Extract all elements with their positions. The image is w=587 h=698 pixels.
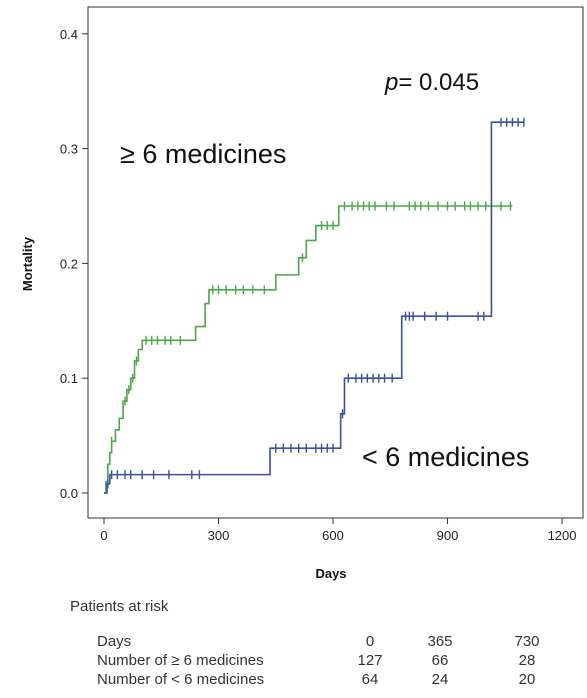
- risk-row-high: Number of ≥ 6 medicines 127 66 28: [0, 652, 587, 672]
- risk-cell: 365: [427, 633, 453, 650]
- y-axis-title: Mortality: [20, 236, 35, 291]
- group-high-label: ≥ 6 medicines: [120, 139, 286, 169]
- x-tick-label: 0: [100, 528, 107, 543]
- risk-cell: 66: [431, 652, 449, 669]
- risk-table-title: Patients at risk: [70, 598, 169, 615]
- curves: [104, 121, 524, 494]
- y-tick-label: 0.2: [60, 256, 78, 271]
- p-symbol: p: [384, 69, 398, 96]
- risk-cell: 20: [518, 671, 536, 688]
- risk-row-days: Days 0 365 730: [0, 633, 587, 653]
- group-low-label: < 6 medicines: [362, 442, 529, 472]
- risk-cell: 730: [514, 633, 540, 650]
- risk-row-label: Number of < 6 medicines: [97, 671, 265, 688]
- km-curve-low: [104, 121, 524, 494]
- p-value: = 0.045: [398, 69, 479, 96]
- risk-cell: 127: [357, 652, 383, 669]
- p-value-annotation: p= 0.045: [384, 69, 479, 96]
- y-tick-label: 0.1: [60, 371, 78, 386]
- risk-cell: 0: [365, 633, 375, 650]
- risk-row-label: Days: [97, 633, 132, 650]
- risk-row-label: Number of ≥ 6 medicines: [97, 652, 264, 669]
- risk-cell: 28: [518, 652, 536, 669]
- y-tick-label: 0.4: [60, 27, 78, 42]
- km-chart: 0 300 600 900 1200 0.0 0.1 0.2 0.3 0.4 Days Morta…: [20, 6, 584, 581]
- x-tick-label: 900: [437, 528, 459, 543]
- risk-row-low: Number of < 6 medicines 64 24 20: [0, 671, 587, 691]
- risk-cell: 64: [361, 671, 379, 688]
- x-tick-label: 300: [208, 528, 230, 543]
- y-tick-label: 0.0: [60, 486, 78, 501]
- censor-marks: [107, 117, 525, 489]
- x-tick-label: 600: [322, 528, 344, 543]
- axes: 0 300 600 900 1200 0.0 0.1 0.2 0.3 0.4: [60, 27, 577, 543]
- x-axis-title: Days: [315, 566, 346, 581]
- risk-cell: 24: [431, 671, 449, 688]
- plot-frame: [87, 6, 584, 519]
- y-tick-label: 0.3: [60, 142, 78, 157]
- x-tick-label: 1200: [548, 528, 577, 543]
